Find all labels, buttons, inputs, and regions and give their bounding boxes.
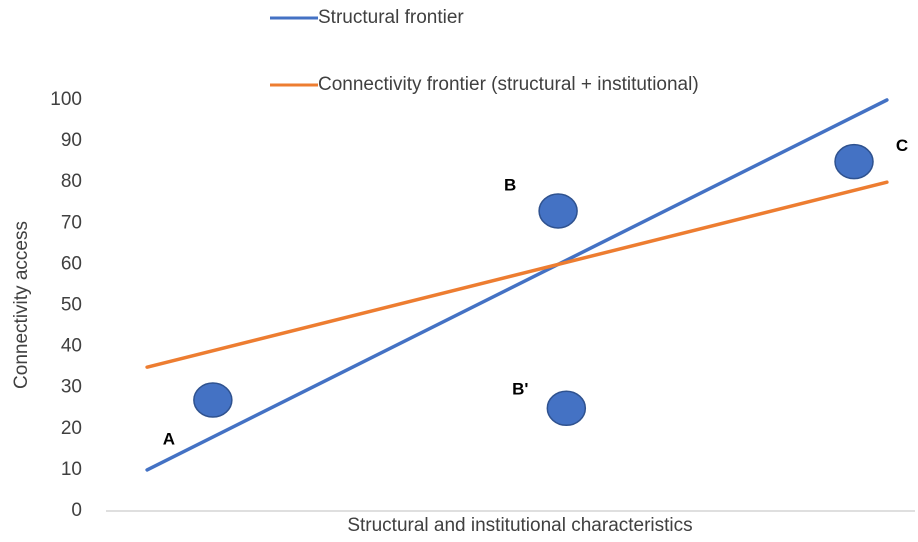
point-label: B' [512,380,528,399]
y-axis-title: Connectivity access [11,221,32,389]
legend-label: Structural frontier [318,7,464,28]
y-tick-label: 90 [61,130,82,151]
point-marker [193,382,233,418]
y-tick-label: 70 [61,212,82,233]
point-marker [834,143,874,180]
y-tick-label: 60 [61,253,82,274]
point-label: B [504,175,516,194]
y-tick-label: 100 [50,89,82,110]
point-label: C [896,136,908,155]
y-tick-label: 50 [61,295,82,316]
series-line [145,180,889,369]
x-axis-title: Structural and institutional characteris… [347,515,692,536]
y-tick-label: 80 [61,171,82,192]
y-tick-label: 20 [61,418,82,439]
y-tick-label: 40 [61,336,82,357]
legend-label: Connectivity frontier (structural + inst… [318,74,699,95]
y-tick-label: 0 [71,500,82,521]
y-tick-label: 10 [61,459,82,480]
point-marker [546,390,587,426]
y-tick-label: 30 [61,377,82,398]
series-line [145,98,889,472]
point-marker [538,193,578,229]
point-label: A [163,430,175,449]
